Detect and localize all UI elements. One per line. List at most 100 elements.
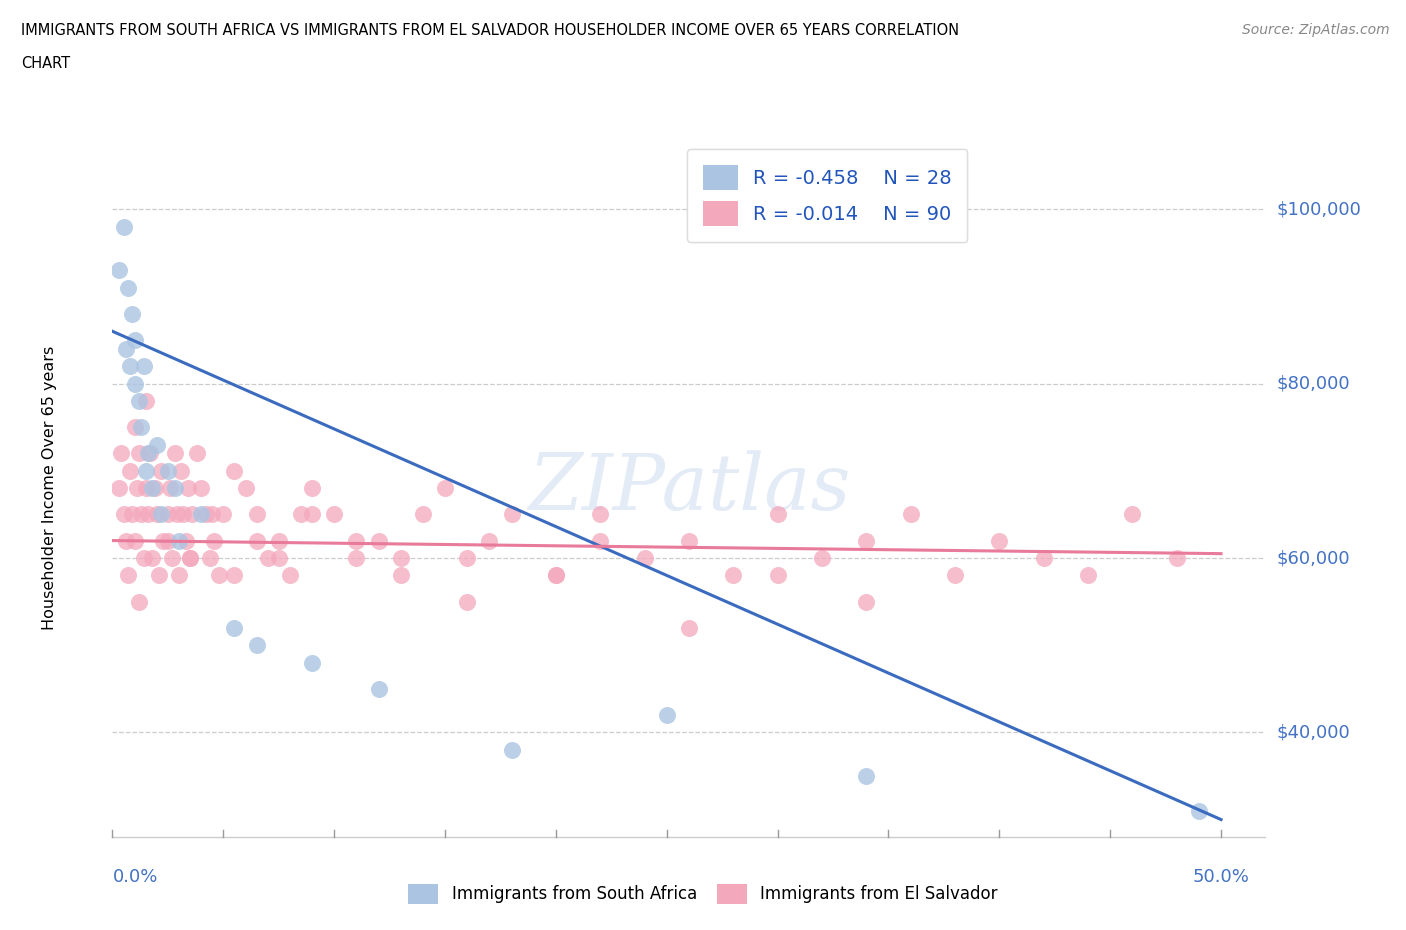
Point — [167, 568, 190, 583]
Point — [224, 463, 246, 478]
Point — [1121, 507, 1143, 522]
Point — [201, 507, 224, 522]
Point — [190, 507, 212, 522]
Point — [120, 463, 142, 478]
Point — [1077, 568, 1099, 583]
Point — [245, 638, 267, 653]
Point — [988, 533, 1011, 548]
Text: $100,000: $100,000 — [1277, 200, 1361, 219]
Point — [124, 419, 146, 434]
Text: 50.0%: 50.0% — [1192, 868, 1250, 885]
Text: ZIPatlas: ZIPatlas — [527, 450, 851, 526]
Point — [245, 533, 267, 548]
Point — [301, 655, 323, 670]
Point — [855, 533, 877, 548]
Point — [478, 533, 501, 548]
Point — [121, 507, 143, 522]
Point — [129, 507, 153, 522]
Point — [141, 481, 163, 496]
Point — [148, 568, 170, 583]
Text: $40,000: $40,000 — [1277, 724, 1350, 741]
Point — [135, 463, 157, 478]
Point — [159, 481, 181, 496]
Point — [235, 481, 257, 496]
Point — [139, 445, 162, 460]
Point — [136, 507, 159, 522]
Point — [132, 359, 155, 374]
Point — [135, 393, 157, 408]
Point — [544, 568, 567, 583]
Point — [278, 568, 301, 583]
Point — [136, 445, 159, 460]
Text: Source: ZipAtlas.com: Source: ZipAtlas.com — [1241, 23, 1389, 37]
Point — [501, 742, 523, 757]
Point — [655, 708, 678, 723]
Point — [156, 507, 179, 522]
Point — [172, 507, 194, 522]
Point — [224, 620, 246, 635]
Point — [162, 551, 184, 565]
Point — [678, 533, 700, 548]
Point — [124, 376, 146, 391]
Point — [811, 551, 834, 565]
Point — [114, 533, 136, 548]
Point — [323, 507, 346, 522]
Point — [117, 568, 139, 583]
Point — [456, 551, 478, 565]
Point — [114, 341, 136, 356]
Point — [186, 445, 208, 460]
Point — [128, 594, 150, 609]
Point — [177, 481, 200, 496]
Text: Householder Income Over 65 years: Householder Income Over 65 years — [42, 346, 56, 631]
Point — [194, 507, 217, 522]
Point — [141, 551, 163, 565]
Point — [245, 507, 267, 522]
Point — [179, 551, 201, 565]
Point — [166, 507, 188, 522]
Point — [212, 507, 235, 522]
Point — [128, 445, 150, 460]
Point — [135, 481, 157, 496]
Legend: Immigrants from South Africa, Immigrants from El Salvador: Immigrants from South Africa, Immigrants… — [399, 875, 1007, 912]
Point — [117, 280, 139, 295]
Point — [110, 445, 132, 460]
Point — [146, 437, 169, 452]
Point — [204, 533, 226, 548]
Point — [855, 768, 877, 783]
Legend: R = -0.458    N = 28, R = -0.014    N = 90: R = -0.458 N = 28, R = -0.014 N = 90 — [688, 149, 967, 242]
Point — [589, 507, 612, 522]
Point — [456, 594, 478, 609]
Point — [112, 219, 135, 234]
Point — [150, 463, 173, 478]
Point — [146, 507, 169, 522]
Point — [412, 507, 434, 522]
Point — [112, 507, 135, 522]
Point — [163, 445, 186, 460]
Point — [301, 507, 323, 522]
Point — [150, 507, 173, 522]
Point — [143, 481, 166, 496]
Point — [290, 507, 312, 522]
Point — [723, 568, 745, 583]
Point — [1032, 551, 1054, 565]
Point — [1188, 804, 1211, 818]
Point — [544, 568, 567, 583]
Point — [181, 507, 204, 522]
Point — [170, 463, 193, 478]
Point — [900, 507, 922, 522]
Point — [589, 533, 612, 548]
Point — [156, 533, 179, 548]
Point — [389, 568, 412, 583]
Text: $60,000: $60,000 — [1277, 549, 1350, 567]
Point — [367, 533, 389, 548]
Text: CHART: CHART — [21, 56, 70, 71]
Point — [108, 481, 131, 496]
Point — [344, 551, 367, 565]
Text: $80,000: $80,000 — [1277, 375, 1350, 392]
Point — [501, 507, 523, 522]
Point — [943, 568, 966, 583]
Text: IMMIGRANTS FROM SOUTH AFRICA VS IMMIGRANTS FROM EL SALVADOR HOUSEHOLDER INCOME O: IMMIGRANTS FROM SOUTH AFRICA VS IMMIGRAN… — [21, 23, 959, 38]
Point — [125, 481, 148, 496]
Point — [163, 481, 186, 496]
Point — [132, 551, 155, 565]
